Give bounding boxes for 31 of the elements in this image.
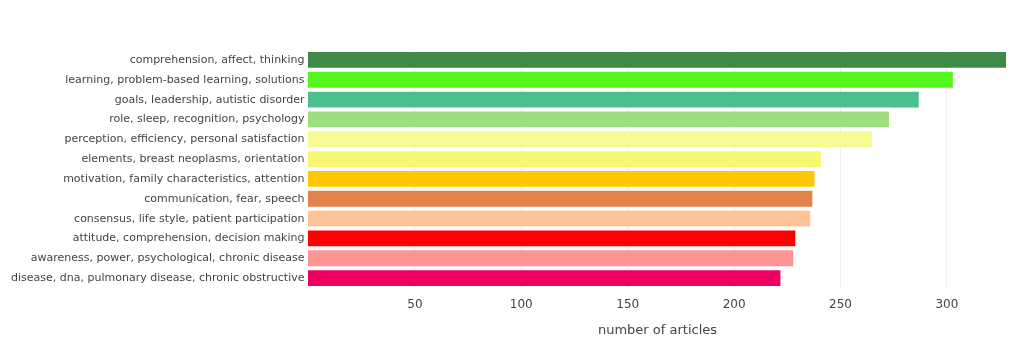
y-tick-label: motivation, family characteristics, attention	[63, 171, 305, 185]
bar	[308, 190, 813, 207]
y-tick-label: role, sleep, recognition, psychology	[109, 112, 305, 126]
bar	[308, 111, 889, 128]
x-axis-title: number of articles	[597, 321, 718, 337]
y-tick-label: comprehension, affect, thinking	[129, 52, 305, 66]
bar	[308, 91, 919, 108]
bar	[308, 131, 872, 148]
y-tick-label: goals, leadership, autistic disorder	[114, 92, 305, 106]
bar	[308, 210, 811, 227]
x-tick-label: 100	[509, 296, 533, 311]
y-tick-label: attitude, comprehension, decision making	[72, 231, 305, 245]
y-tick-label: communication, fear, speech	[144, 191, 305, 205]
bar	[308, 71, 953, 88]
x-tick-label: 50	[407, 296, 423, 311]
bar	[308, 151, 821, 168]
y-tick-label: disease, dna, pulmonary disease, chronic obstructive	[11, 271, 305, 285]
y-tick-label: awareness, power, psychological, chronic disease	[30, 251, 305, 265]
bar	[308, 250, 794, 267]
y-tick-label: consensus, life style, patient participation	[74, 211, 305, 225]
y-tick-label: learning, problem-based learning, solutions	[65, 72, 305, 86]
x-tick-label: 300	[935, 296, 959, 311]
x-tick-label: 200	[722, 296, 746, 311]
bar	[308, 51, 1006, 68]
bar	[308, 270, 781, 287]
bar	[308, 230, 796, 247]
y-tick-label: elements, breast neoplasms, orientation	[81, 152, 305, 166]
x-tick-label: 250	[829, 296, 852, 311]
bar	[308, 170, 815, 187]
x-tick-label: 150	[616, 296, 640, 311]
y-tick-label: perception, efficiency, personal satisfaction	[64, 132, 305, 146]
